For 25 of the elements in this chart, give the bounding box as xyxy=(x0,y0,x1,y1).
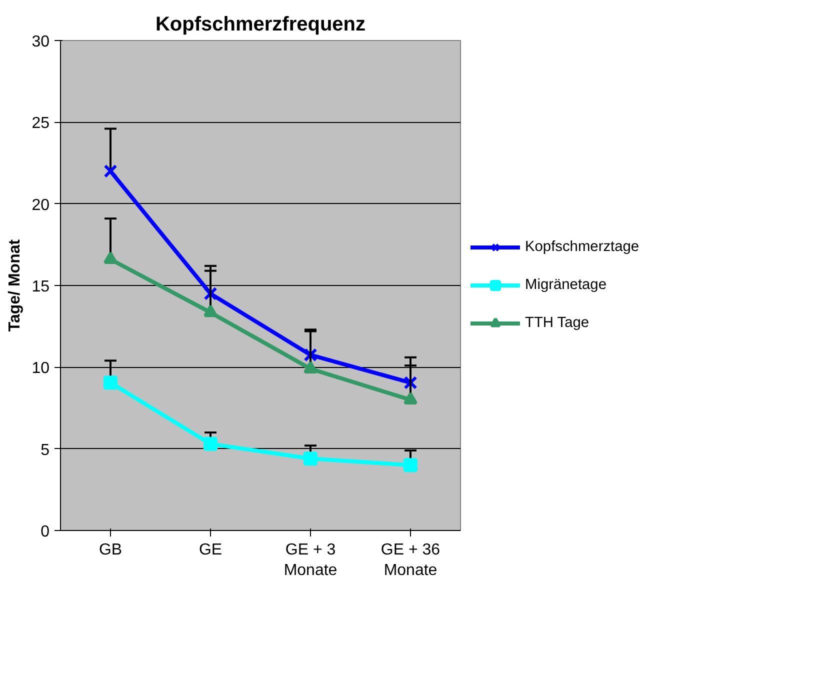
point xyxy=(304,452,318,466)
point xyxy=(204,304,218,318)
y-tick-label: 20 xyxy=(32,196,50,214)
y-tick-label: 0 xyxy=(40,524,50,540)
x-tick-label: GE xyxy=(198,542,222,558)
point xyxy=(404,392,418,405)
point xyxy=(204,436,218,451)
point xyxy=(304,360,318,374)
legend-label: TTH Tage xyxy=(525,315,590,331)
y-tick-label: 25 xyxy=(32,115,50,132)
x-tick-label: GE + 36 Monate xyxy=(380,542,440,579)
legend-label: Migränetage xyxy=(525,277,606,293)
y-tick-label: 10 xyxy=(32,360,50,378)
y-tick-label: 15 xyxy=(32,278,50,296)
point xyxy=(404,458,418,472)
legend-label: Kopfschmerztage xyxy=(525,239,640,255)
point xyxy=(104,252,118,264)
y-tick-label: 30 xyxy=(32,34,50,50)
y-tick-label: 5 xyxy=(40,442,50,459)
point xyxy=(104,164,118,178)
y-axis-title: Tage/ Monat xyxy=(6,238,24,332)
x-tick-label: GB xyxy=(98,542,122,558)
point xyxy=(104,376,118,390)
x-tick-label: GE + 3 Monate xyxy=(284,542,338,579)
chart-title: Kopfschmerzfrequenz xyxy=(155,14,366,36)
